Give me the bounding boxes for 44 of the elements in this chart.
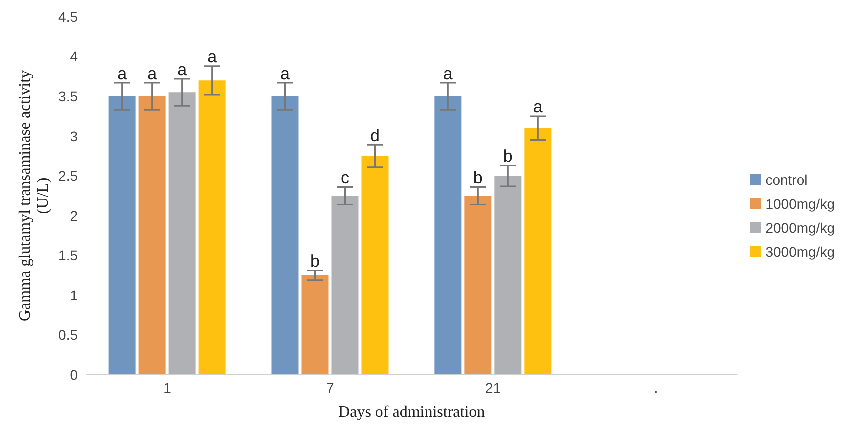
- legend-label: 1000mg/kg: [766, 196, 835, 212]
- y-tick-label: 3.5: [58, 88, 78, 105]
- data-label: a: [118, 64, 128, 84]
- y-tick-label: 3: [70, 128, 78, 144]
- x-axis-title: Days of administration: [338, 404, 486, 421]
- bar: [434, 96, 462, 375]
- bar: [362, 156, 389, 375]
- x-tick-label: .: [654, 380, 658, 396]
- y-axis-title: Gamma glutamyl transaminase activity (U/L): [17, 70, 52, 322]
- data-label: b: [503, 147, 513, 166]
- legend-label: 2000mg/kg: [766, 220, 835, 236]
- legend-label: control: [766, 172, 808, 188]
- y-tick-label: 1: [70, 287, 78, 304]
- data-label: a: [533, 98, 544, 117]
- x-tick-label: 21: [486, 380, 502, 396]
- bar: [464, 196, 492, 375]
- bar: [138, 96, 166, 375]
- bar: [198, 80, 226, 375]
- data-label: a: [178, 60, 188, 80]
- y-tick-label: 2.5: [58, 168, 78, 184]
- y-tick-label: 2: [70, 208, 78, 224]
- bar: [332, 196, 359, 375]
- y-tick-label: 4.5: [58, 8, 78, 25]
- legend-label: 3000mg/kg: [766, 244, 835, 260]
- data-label: a: [443, 64, 454, 84]
- y-tick-label: 0: [70, 366, 78, 383]
- y-tick-label: 0.5: [58, 327, 78, 344]
- y-tick-label: 1.5: [58, 248, 78, 264]
- data-label: b: [310, 252, 320, 271]
- bar: [272, 96, 299, 375]
- data-label: a: [280, 64, 291, 84]
- bar: [108, 96, 136, 375]
- bar: [168, 92, 196, 375]
- x-tick-label: 1: [164, 380, 172, 396]
- data-label: b: [473, 168, 483, 188]
- x-tick-label: 7: [326, 380, 334, 396]
- y-tick-label: 4: [70, 48, 78, 65]
- bar: [302, 276, 329, 375]
- data-label: a: [148, 64, 158, 84]
- bar: [524, 128, 552, 375]
- data-label: d: [370, 126, 380, 146]
- bar: [494, 176, 522, 375]
- data-label: a: [208, 48, 218, 67]
- data-label: c: [340, 168, 350, 188]
